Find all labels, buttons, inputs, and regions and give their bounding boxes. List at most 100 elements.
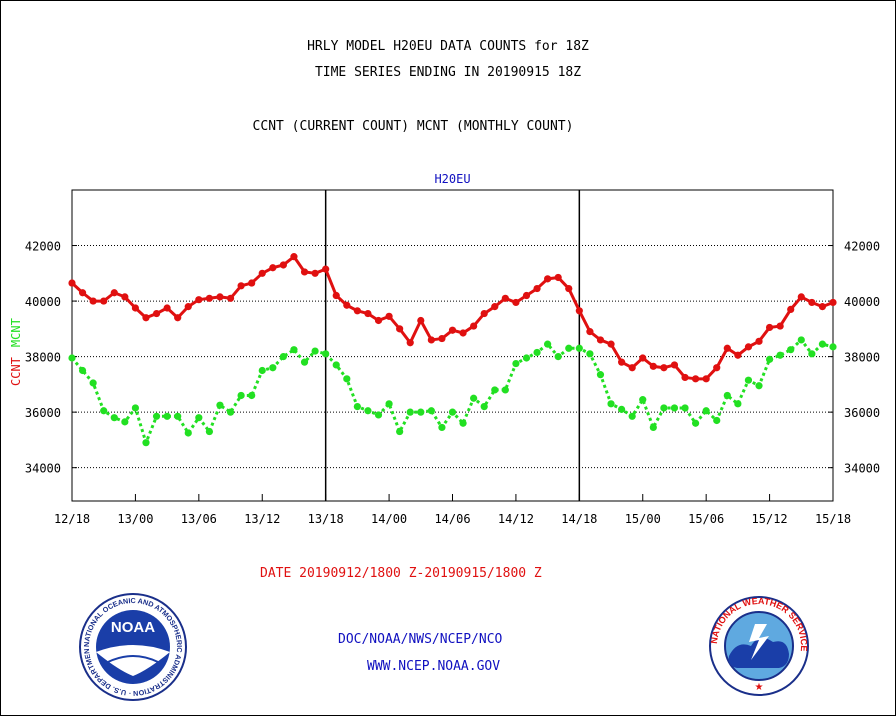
nws-logo: NATIONAL WEATHER SERVICE ★ <box>709 596 809 696</box>
data-point-ccnt <box>322 265 330 273</box>
data-point-ccnt <box>163 304 171 312</box>
y-tick-label-right: 40000 <box>844 295 880 309</box>
data-point-mcnt <box>670 404 679 412</box>
data-point-ccnt <box>618 358 626 366</box>
data-point-mcnt <box>808 350 816 358</box>
data-point-mcnt <box>565 344 573 352</box>
y-tick-label-right: 34000 <box>844 462 880 476</box>
data-point-mcnt <box>163 412 171 420</box>
data-point-ccnt <box>533 284 541 293</box>
data-point-ccnt <box>512 298 520 307</box>
data-point-mcnt <box>639 396 647 404</box>
x-tick-label: 14/18 <box>561 512 597 526</box>
x-tick-label: 12/18 <box>54 512 90 526</box>
x-tick-label: 13/18 <box>308 512 344 526</box>
data-point-mcnt <box>586 350 594 358</box>
data-point-mcnt <box>755 382 763 390</box>
data-point-ccnt <box>765 323 774 332</box>
data-point-mcnt <box>618 405 626 413</box>
data-point-mcnt <box>533 348 541 357</box>
data-point-ccnt <box>121 293 129 301</box>
data-point-mcnt <box>290 346 298 354</box>
data-point-ccnt <box>353 307 361 315</box>
data-point-ccnt <box>417 316 425 325</box>
data-point-mcnt <box>216 401 224 409</box>
data-point-ccnt <box>787 305 795 314</box>
x-tick-label: 15/00 <box>625 512 661 526</box>
data-point-mcnt <box>512 359 520 368</box>
data-point-ccnt <box>237 282 245 290</box>
data-point-ccnt <box>607 340 615 348</box>
data-point-mcnt <box>501 386 509 394</box>
y-axis-label: CCNT MCNT <box>9 318 23 386</box>
data-point-ccnt <box>596 336 605 344</box>
data-point-ccnt <box>205 294 214 302</box>
data-point-mcnt <box>248 391 256 400</box>
data-point-mcnt <box>649 423 657 432</box>
y-tick-label-left: 38000 <box>25 351 61 365</box>
org-link[interactable]: DOC/NOAA/NWS/NCEP/NCO <box>338 632 503 647</box>
data-point-mcnt <box>332 361 340 369</box>
date-range-label: DATE 20190912/1800 Z-20190915/1800 Z <box>260 566 542 581</box>
data-point-mcnt <box>427 407 435 415</box>
data-point-ccnt <box>216 293 224 301</box>
data-point-mcnt <box>765 355 774 363</box>
data-point-ccnt <box>554 273 562 282</box>
data-point-mcnt <box>491 386 499 394</box>
data-point-ccnt <box>691 375 700 383</box>
data-point-ccnt <box>491 303 499 311</box>
data-point-mcnt <box>607 400 615 408</box>
data-point-mcnt <box>575 344 583 352</box>
data-point-mcnt <box>734 400 742 408</box>
data-point-mcnt <box>829 343 837 351</box>
x-tick-label: 15/18 <box>815 512 851 526</box>
data-point-mcnt <box>681 404 689 412</box>
data-point-mcnt <box>152 412 161 420</box>
data-point-ccnt <box>575 307 583 315</box>
series-line-mcnt <box>70 338 834 445</box>
series-line-ccnt <box>70 255 834 381</box>
data-point-mcnt <box>142 439 150 447</box>
data-point-mcnt <box>300 358 309 366</box>
data-point-mcnt <box>269 364 277 372</box>
data-point-ccnt <box>89 297 97 305</box>
data-point-mcnt <box>596 371 605 379</box>
data-point-ccnt <box>311 269 319 277</box>
data-point-ccnt <box>797 293 805 301</box>
data-point-ccnt <box>660 364 668 372</box>
data-point-ccnt <box>142 314 150 322</box>
data-point-ccnt <box>829 298 837 307</box>
data-point-mcnt <box>787 346 795 354</box>
y-tick-label-right: 36000 <box>844 406 880 420</box>
data-point-ccnt <box>501 294 509 302</box>
data-point-mcnt <box>797 336 805 344</box>
chart-title-line2: TIME SERIES ENDING IN 20190915 18Z <box>314 65 582 80</box>
data-point-mcnt <box>660 404 668 412</box>
data-point-mcnt <box>110 414 118 422</box>
data-point-mcnt <box>470 394 478 402</box>
data-point-mcnt <box>184 429 192 437</box>
data-point-ccnt <box>639 354 647 362</box>
website-link[interactable]: WWW.NCEP.NOAA.GOV <box>367 659 501 674</box>
data-point-mcnt <box>776 351 784 359</box>
data-point-mcnt <box>322 350 330 358</box>
data-point-ccnt <box>427 336 435 344</box>
data-point-ccnt <box>406 339 414 347</box>
data-point-mcnt <box>364 407 372 415</box>
data-point-ccnt <box>586 328 594 336</box>
data-point-ccnt <box>279 261 287 269</box>
svg-text:★: ★ <box>755 682 764 693</box>
y-tick-label-left: 40000 <box>25 295 61 309</box>
data-point-ccnt <box>174 314 182 322</box>
data-point-ccnt <box>480 309 488 318</box>
data-point-ccnt <box>68 279 76 287</box>
data-point-mcnt <box>385 400 393 408</box>
data-point-ccnt <box>776 322 784 330</box>
data-point-mcnt <box>279 353 287 361</box>
x-tick-label: 14/06 <box>434 512 470 526</box>
data-point-mcnt <box>353 402 361 411</box>
noaa-logo: NOAA NATIONAL OCEANIC AND ATMOSPHERIC AD… <box>78 592 187 701</box>
data-point-ccnt <box>649 362 657 370</box>
data-point-ccnt <box>734 351 742 359</box>
data-point-ccnt <box>100 297 108 305</box>
